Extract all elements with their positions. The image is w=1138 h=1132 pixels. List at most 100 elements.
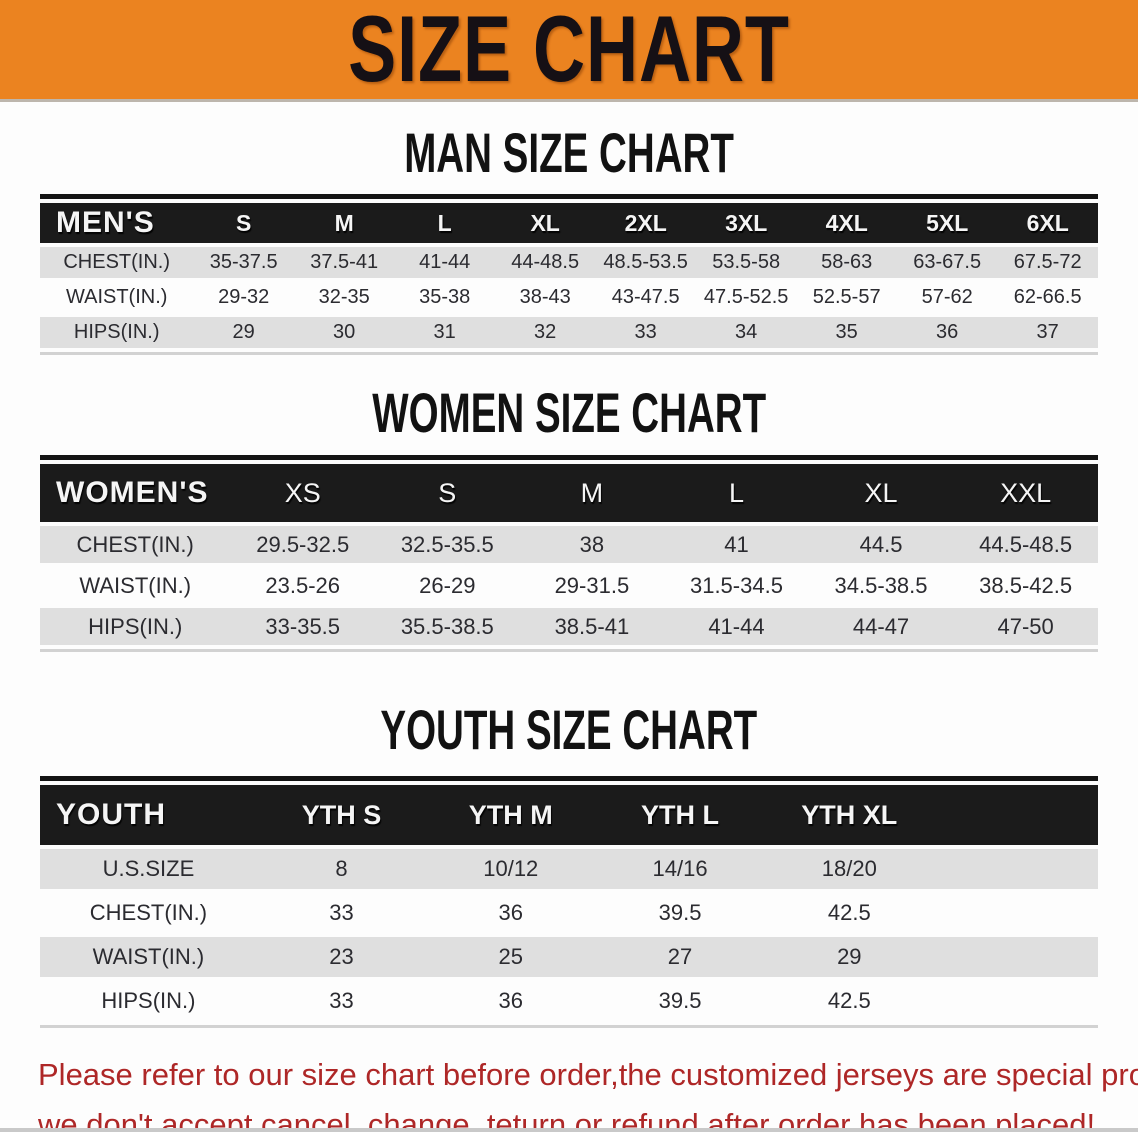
men-size-header-5: 2XL bbox=[624, 209, 667, 236]
men-value-r3-c1: 29 bbox=[232, 321, 255, 343]
men-table-row: WAIST(IN.) 29-32 32-35 35-38 38-43 43-47.5 47.… bbox=[40, 282, 1098, 313]
youth-value-r2-c4: 42.5 bbox=[827, 900, 871, 925]
youth-value-r4-c2: 36 bbox=[498, 988, 524, 1013]
women-table-header-row: WOMEN'S XS S M L XL XXL bbox=[40, 464, 1098, 522]
women-table-row: HIPS(IN.) 33-35.5 35.5-38.5 38.5-41 41-44 44-… bbox=[40, 608, 1098, 645]
men-value-r1-c5: 48.5-53.5 bbox=[603, 251, 688, 273]
youth-row-label-1: U.S.SIZE bbox=[102, 856, 195, 881]
youth-value-r1-c1: 8 bbox=[335, 856, 348, 881]
youth-value-r3-c2: 25 bbox=[498, 944, 524, 969]
youth-value-r4-c1: 33 bbox=[329, 988, 354, 1013]
banner: SIZE CHART bbox=[0, 0, 1138, 102]
men-table-top-border bbox=[40, 194, 1098, 199]
footer-notice: Please refer to our size chart before or… bbox=[38, 1050, 1138, 1132]
women-row-label-2: WAIST(IN.) bbox=[79, 572, 192, 598]
women-value-r3-c3: 38.5-41 bbox=[554, 613, 630, 639]
women-row-label-1: CHEST(IN.) bbox=[76, 531, 194, 557]
women-value-r3-c4: 41-44 bbox=[708, 613, 765, 639]
men-value-r1-c4: 44-48.5 bbox=[511, 251, 580, 273]
women-value-r1-c4: 41 bbox=[724, 531, 749, 557]
men-value-r3-c7: 35 bbox=[835, 321, 858, 343]
men-row-label-3: HIPS(IN.) bbox=[73, 321, 160, 343]
men-value-r1-c2: 37.5-41 bbox=[310, 251, 379, 273]
youth-section: YOUTH SIZE CHART YOUTH YTH S YTH M YTH L YTH… bbox=[0, 701, 1138, 1028]
youth-value-r1-c4: 18/20 bbox=[821, 856, 877, 881]
women-heading-text: WOMEN SIZE CHART bbox=[372, 380, 766, 444]
men-value-r2-c4: 38-43 bbox=[519, 286, 571, 308]
notice-line-2: we don't accept cancel, change, teturn o… bbox=[38, 1107, 1096, 1132]
women-value-r3-c1: 33-35.5 bbox=[265, 613, 341, 639]
youth-value-r3-c4: 29 bbox=[837, 944, 862, 969]
youth-table-row: CHEST(IN.) 33 36 39.5 42.5 bbox=[40, 893, 1098, 933]
women-value-r1-c2: 32.5-35.5 bbox=[400, 531, 494, 557]
men-table-bottom-border bbox=[40, 352, 1098, 355]
women-size-header-5: XL bbox=[864, 477, 898, 508]
women-table-top-border bbox=[40, 455, 1098, 460]
men-table-body: CHEST(IN.) 35-37.5 37.5-41 41-44 44-48.5 48.5… bbox=[40, 247, 1098, 348]
youth-table-row: U.S.SIZE 8 10/12 14/16 18/20 bbox=[40, 849, 1098, 889]
men-size-table: MEN'S S M L XL 2XL 3XL 4XL 5XL 6XL CHEST(IN.) 35-3… bbox=[40, 194, 1098, 355]
youth-value-r2-c2: 36 bbox=[498, 900, 524, 925]
men-section: MAN SIZE CHART MEN'S S M L XL 2XL 3XL 4XL 5XL 6XL… bbox=[0, 124, 1138, 355]
women-row-label-3: HIPS(IN.) bbox=[88, 613, 183, 639]
youth-value-r1-c2: 10/12 bbox=[483, 856, 539, 881]
women-value-r1-c5: 44.5 bbox=[859, 531, 903, 557]
youth-value-r2-c1: 33 bbox=[329, 900, 354, 925]
women-size-header-3: M bbox=[580, 477, 604, 508]
women-value-r1-c3: 38 bbox=[579, 531, 605, 557]
youth-table-title: YOUTH bbox=[56, 798, 166, 831]
women-value-r2-c4: 31.5-34.5 bbox=[689, 572, 783, 598]
men-value-r2-c6: 47.5-52.5 bbox=[703, 286, 789, 308]
men-heading: MAN SIZE CHART bbox=[0, 124, 1138, 179]
youth-size-header-2: YTH M bbox=[468, 799, 553, 830]
men-size-header-4: XL bbox=[530, 209, 560, 236]
notice-line-1: Please refer to our size chart before or… bbox=[38, 1057, 1138, 1092]
youth-table-top-border bbox=[40, 776, 1098, 781]
youth-table-body: U.S.SIZE 8 10/12 14/16 18/20 CHEST(IN.) 33 36 39… bbox=[40, 849, 1098, 1021]
women-value-r2-c1: 23.5-26 bbox=[265, 572, 341, 598]
women-value-r3-c5: 44-47 bbox=[852, 613, 910, 639]
women-value-r2-c2: 26-29 bbox=[419, 572, 476, 598]
men-row-label-2: WAIST(IN.) bbox=[65, 286, 168, 308]
youth-value-r1-c3: 14/16 bbox=[652, 856, 708, 881]
youth-row-label-2: CHEST(IN.) bbox=[89, 900, 208, 925]
men-table-title: MEN'S bbox=[56, 206, 155, 239]
women-value-r1-c1: 29.5-32.5 bbox=[256, 531, 350, 557]
women-size-header-4: L bbox=[728, 477, 744, 508]
youth-value-r2-c3: 39.5 bbox=[658, 900, 702, 925]
youth-table-bottom-border bbox=[40, 1025, 1098, 1028]
men-value-r3-c8: 36 bbox=[936, 321, 959, 343]
men-table-row: CHEST(IN.) 35-37.5 37.5-41 41-44 44-48.5 48.5… bbox=[40, 247, 1098, 278]
men-value-r3-c5: 33 bbox=[634, 321, 657, 343]
men-size-header-7: 4XL bbox=[825, 209, 868, 236]
men-value-r2-c5: 43-47.5 bbox=[611, 286, 680, 308]
men-value-r2-c9: 62-66.5 bbox=[1013, 286, 1082, 308]
youth-size-header-4: YTH XL bbox=[801, 799, 898, 830]
youth-table-row: HIPS(IN.) 33 36 39.5 42.5 bbox=[40, 981, 1098, 1021]
men-value-r2-c3: 35-38 bbox=[419, 286, 471, 308]
men-value-r3-c3: 31 bbox=[433, 321, 456, 343]
men-value-r1-c7: 58-63 bbox=[821, 251, 873, 273]
men-table-row: HIPS(IN.) 29 30 31 32 33 34 35 36 37 bbox=[40, 317, 1098, 348]
women-table-bottom-border bbox=[40, 649, 1098, 652]
youth-row-label-3: WAIST(IN.) bbox=[92, 944, 205, 969]
men-row-label-1: CHEST(IN.) bbox=[63, 251, 171, 273]
women-table-row: WAIST(IN.) 23.5-26 26-29 29-31.5 31.5-34.5 34… bbox=[40, 567, 1098, 604]
men-value-r1-c8: 63-67.5 bbox=[913, 251, 982, 273]
youth-value-r4-c4: 42.5 bbox=[827, 988, 871, 1013]
men-value-r1-c9: 67.5-72 bbox=[1013, 251, 1082, 273]
men-value-r2-c7: 52.5-57 bbox=[812, 286, 881, 308]
women-size-header-2: S bbox=[438, 477, 457, 508]
youth-row-label-4: HIPS(IN.) bbox=[101, 988, 196, 1013]
men-value-r1-c3: 41-44 bbox=[419, 251, 471, 273]
men-size-header-8: 5XL bbox=[926, 209, 969, 236]
men-value-r1-c1: 35-37.5 bbox=[209, 251, 278, 273]
men-value-r2-c8: 57-62 bbox=[921, 286, 973, 308]
men-size-header-9: 6XL bbox=[1026, 209, 1069, 236]
men-value-r3-c6: 34 bbox=[735, 321, 758, 343]
men-value-r3-c2: 30 bbox=[333, 321, 356, 343]
youth-value-r3-c1: 23 bbox=[329, 944, 354, 969]
men-table-header-row: MEN'S S M L XL 2XL 3XL 4XL 5XL 6XL bbox=[40, 203, 1098, 243]
men-size-header-3: L bbox=[437, 209, 452, 236]
men-size-header-6: 3XL bbox=[725, 209, 768, 236]
